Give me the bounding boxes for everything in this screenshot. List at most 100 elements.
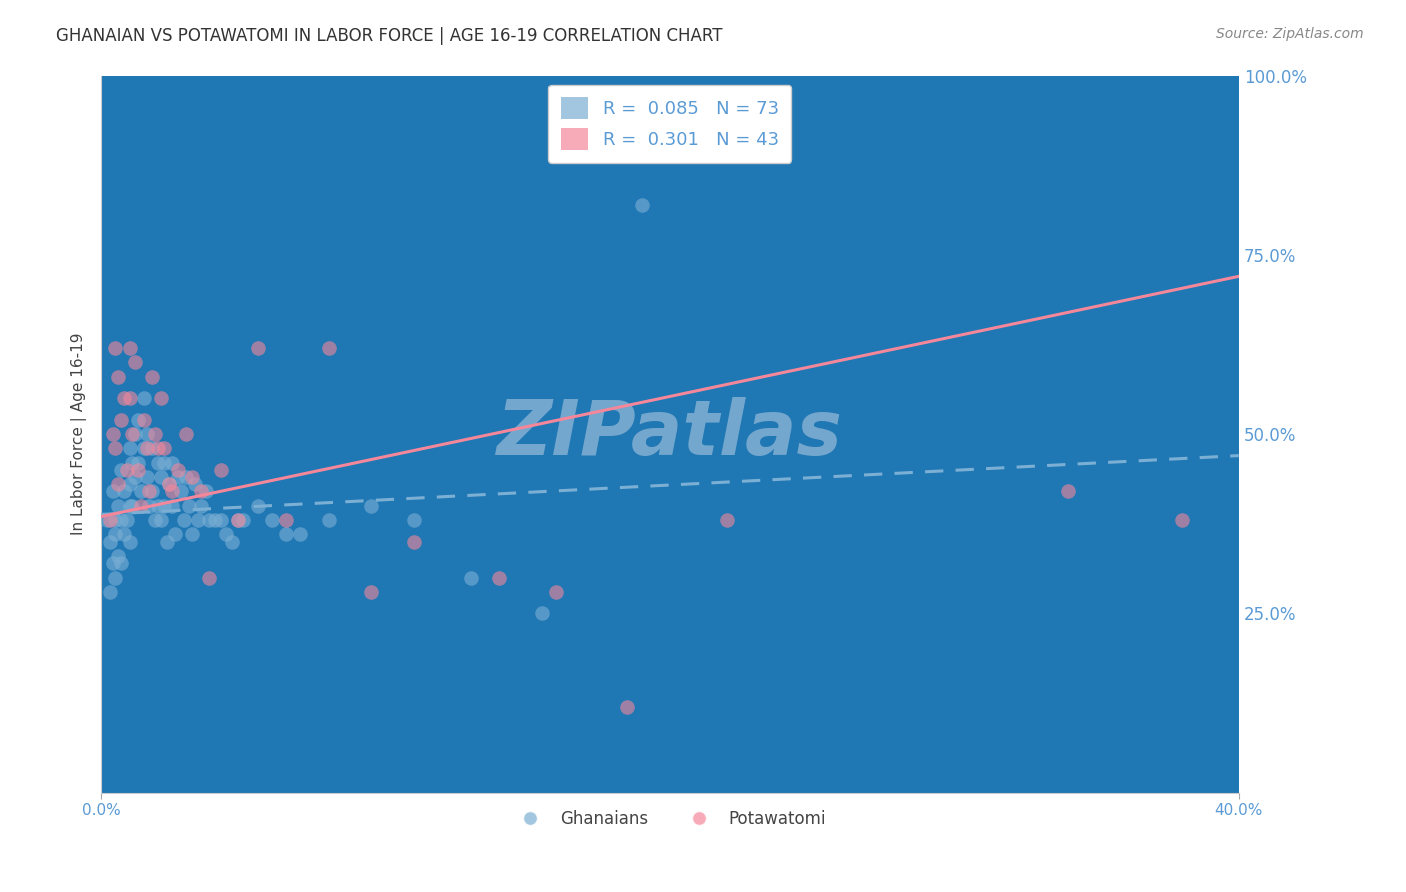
Point: [107, 499, 129, 513]
Point: [246, 341, 269, 355]
Point: [118, 442, 141, 456]
Point: [146, 456, 169, 470]
Point: [198, 513, 221, 527]
Point: [215, 527, 238, 541]
Point: [209, 513, 232, 527]
Point: [98, 534, 121, 549]
Point: [176, 427, 198, 442]
Point: [121, 499, 143, 513]
Point: [149, 470, 172, 484]
Point: [118, 391, 141, 405]
Point: [190, 499, 212, 513]
Point: [138, 484, 160, 499]
Point: [176, 470, 198, 484]
Point: [187, 513, 209, 527]
Point: [160, 499, 183, 513]
Point: [1057, 484, 1080, 499]
Point: [173, 513, 195, 527]
Point: [110, 556, 132, 570]
Point: [143, 513, 166, 527]
Point: [98, 513, 121, 527]
Point: [101, 484, 124, 499]
Point: [184, 477, 207, 491]
Point: [149, 391, 172, 405]
Point: [360, 585, 382, 599]
Point: [115, 463, 138, 477]
Point: [101, 556, 124, 570]
Point: [121, 427, 143, 442]
Point: [195, 484, 218, 499]
Point: [198, 570, 221, 584]
Point: [135, 470, 157, 484]
Point: [530, 607, 553, 621]
Point: [152, 456, 174, 470]
Point: [170, 484, 193, 499]
Point: [204, 513, 226, 527]
Point: [118, 534, 141, 549]
Point: [460, 570, 482, 584]
Point: [141, 484, 163, 499]
Point: [107, 369, 129, 384]
Point: [160, 484, 183, 499]
Point: [209, 463, 232, 477]
Point: [165, 527, 187, 541]
Point: [101, 427, 124, 442]
Point: [246, 499, 269, 513]
Point: [124, 355, 146, 369]
Point: [127, 463, 149, 477]
Point: [124, 470, 146, 484]
Point: [98, 585, 121, 599]
Point: [616, 699, 638, 714]
Point: [110, 513, 132, 527]
Point: [360, 499, 382, 513]
Point: [157, 477, 180, 491]
Point: [630, 197, 652, 211]
Point: [167, 463, 190, 477]
Point: [112, 527, 135, 541]
Point: [127, 413, 149, 427]
Point: [129, 484, 152, 499]
Point: [160, 456, 183, 470]
Point: [290, 527, 312, 541]
Point: [181, 470, 204, 484]
Point: [132, 442, 155, 456]
Point: [1171, 513, 1194, 527]
Point: [132, 413, 155, 427]
Point: [146, 442, 169, 456]
Point: [129, 499, 152, 513]
Point: [155, 534, 177, 549]
Point: [121, 456, 143, 470]
Point: [190, 484, 212, 499]
Text: GHANAIAN VS POTAWATOMI IN LABOR FORCE | AGE 16-19 CORRELATION CHART: GHANAIAN VS POTAWATOMI IN LABOR FORCE | …: [56, 27, 723, 45]
Y-axis label: In Labor Force | Age 16-19: In Labor Force | Age 16-19: [72, 333, 87, 535]
Point: [96, 513, 118, 527]
Point: [107, 477, 129, 491]
Text: Source: ZipAtlas.com: Source: ZipAtlas.com: [1216, 27, 1364, 41]
Point: [118, 477, 141, 491]
Point: [488, 570, 510, 584]
Point: [135, 442, 157, 456]
Point: [152, 442, 174, 456]
Point: [138, 499, 160, 513]
Point: [112, 484, 135, 499]
Point: [546, 585, 568, 599]
Point: [118, 341, 141, 355]
Point: [152, 499, 174, 513]
Point: [318, 513, 340, 527]
Point: [402, 513, 425, 527]
Point: [402, 534, 425, 549]
Point: [107, 549, 129, 563]
Point: [104, 513, 127, 527]
Point: [110, 413, 132, 427]
Point: [274, 513, 297, 527]
Point: [104, 442, 127, 456]
Point: [226, 513, 249, 527]
Point: [226, 513, 249, 527]
Point: [115, 513, 138, 527]
Point: [104, 527, 127, 541]
Point: [179, 499, 201, 513]
Point: [232, 513, 254, 527]
Point: [104, 570, 127, 584]
Point: [141, 369, 163, 384]
Point: [149, 513, 172, 527]
